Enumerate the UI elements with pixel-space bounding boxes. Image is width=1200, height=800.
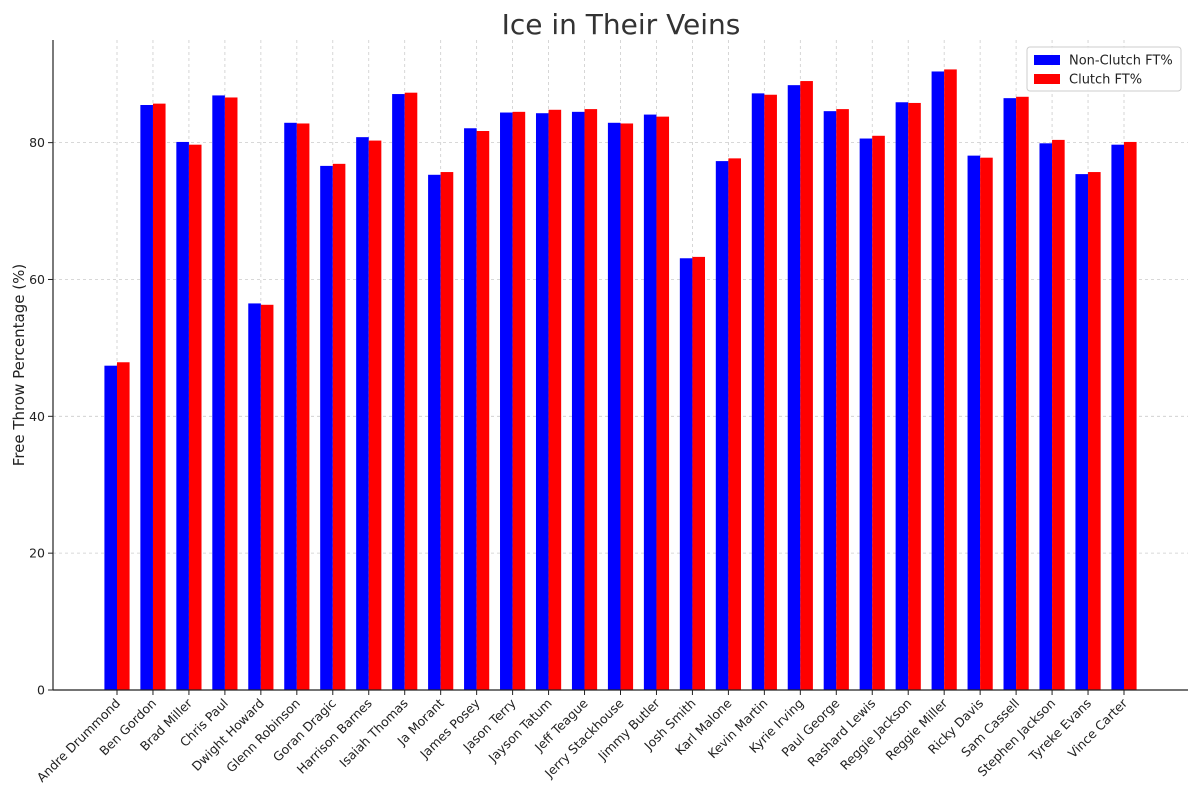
bar-clutch	[872, 135, 885, 690]
bars	[104, 69, 1137, 691]
bar-clutch	[728, 158, 741, 691]
bar-non-clutch	[751, 93, 765, 691]
bar-clutch	[836, 109, 849, 690]
bar-non-clutch	[1003, 98, 1017, 690]
bar-non-clutch	[859, 138, 873, 691]
y-axis-label: Free Throw Percentage (%)	[10, 264, 28, 466]
bar-clutch	[692, 256, 706, 690]
bar-non-clutch	[1039, 143, 1053, 690]
y-tick-label: 80	[29, 135, 45, 150]
bar-clutch	[440, 172, 454, 691]
bar-non-clutch	[320, 165, 333, 691]
bar-non-clutch	[176, 141, 189, 690]
bar-clutch	[656, 116, 670, 690]
bar-clutch	[1088, 172, 1101, 691]
bar-clutch	[368, 140, 382, 690]
bar-non-clutch	[823, 111, 837, 690]
axes	[48, 40, 1188, 695]
bar-non-clutch	[895, 102, 909, 690]
bar-non-clutch	[535, 113, 549, 691]
bar-non-clutch	[931, 71, 945, 690]
bar-non-clutch	[715, 161, 729, 690]
bar-clutch	[548, 109, 562, 690]
legend-swatch	[1034, 74, 1060, 84]
bar-clutch	[1052, 139, 1065, 691]
bar-clutch	[224, 97, 238, 690]
bar-non-clutch	[212, 95, 225, 691]
bar-non-clutch	[571, 111, 585, 690]
legend-box	[1026, 46, 1182, 92]
legend-label: Non-Clutch FT%	[1069, 54, 1173, 69]
bar-non-clutch	[1111, 144, 1124, 690]
bar-non-clutch	[284, 122, 297, 690]
bar-clutch	[944, 69, 957, 691]
bar-non-clutch	[356, 137, 369, 690]
y-tick-label: 60	[29, 272, 45, 287]
bar-clutch	[188, 144, 202, 690]
bar-non-clutch	[464, 128, 477, 690]
y-tick-label: 40	[29, 409, 45, 424]
bar-clutch	[908, 102, 921, 690]
bar-non-clutch	[643, 114, 657, 690]
bar-clutch	[260, 304, 274, 690]
bar-non-clutch	[428, 174, 441, 690]
bar-clutch	[1124, 141, 1137, 690]
legend-label: Clutch FT%	[1069, 73, 1142, 88]
y-tick-label: 0	[37, 683, 45, 698]
bar-clutch	[476, 131, 490, 690]
bar-non-clutch	[500, 112, 513, 691]
bar-non-clutch	[679, 258, 693, 690]
bar-clutch	[332, 163, 346, 690]
bar-clutch	[980, 157, 993, 690]
bar-clutch	[620, 123, 634, 690]
bar-clutch	[764, 94, 777, 691]
bar-clutch	[404, 92, 418, 691]
bar-clutch	[584, 109, 598, 690]
bar-non-clutch	[104, 365, 117, 690]
y-tick-labels: 0 20 40 60 80	[29, 135, 45, 697]
bar-clutch	[152, 103, 166, 690]
bar-non-clutch	[392, 94, 405, 691]
bar-clutch	[1016, 96, 1029, 690]
bar-clutch	[296, 123, 310, 690]
bar-non-clutch	[248, 303, 261, 690]
chart-title: Ice in Their Veins	[502, 8, 741, 41]
bar-non-clutch	[787, 85, 801, 690]
y-tick-label: 20	[29, 546, 45, 561]
bar-clutch	[117, 362, 130, 690]
bar-non-clutch	[1075, 174, 1089, 690]
bar-non-clutch	[967, 155, 981, 690]
legend: Non-Clutch FT% Clutch FT%	[1026, 46, 1182, 92]
legend-swatch	[1034, 55, 1060, 65]
bar-non-clutch	[607, 122, 621, 690]
bar-clutch	[512, 111, 526, 690]
bar-clutch	[800, 81, 813, 691]
bar-non-clutch	[140, 105, 153, 690]
